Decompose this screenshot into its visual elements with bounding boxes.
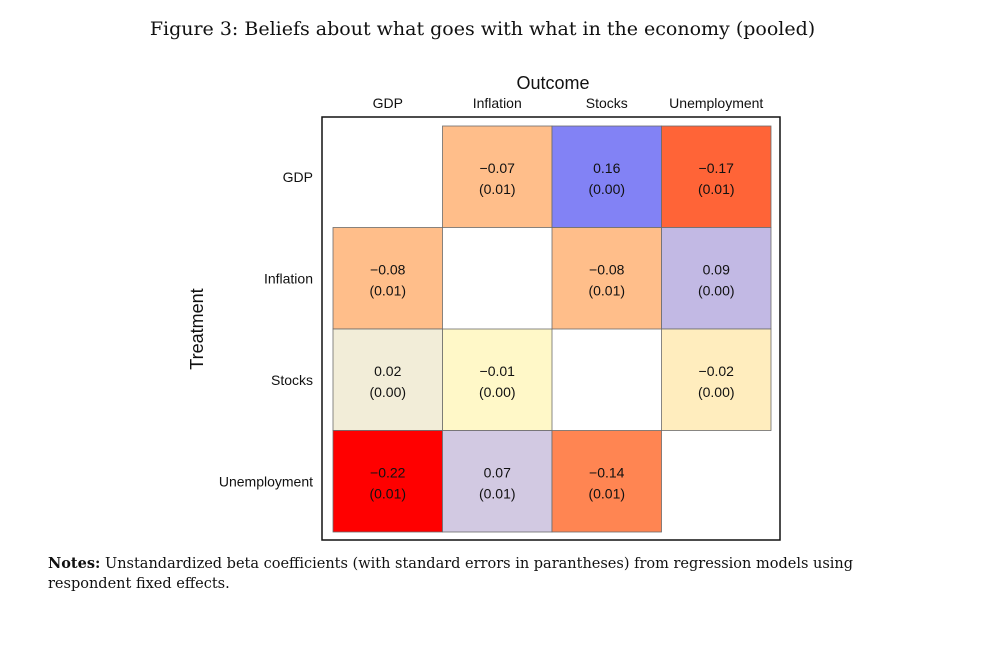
cell-se-inflation-stocks: (0.01)	[588, 282, 625, 298]
figure-notes: Notes: Unstandardized beta coefficients …	[48, 554, 928, 594]
row-label-stocks: Stocks	[271, 372, 313, 388]
cell-stocks-unemployment	[661, 328, 772, 431]
cell-se-unemployment-inflation: (0.01)	[479, 485, 516, 501]
cell-se-inflation-gdp: (0.01)	[369, 282, 406, 298]
notes-label: Notes:	[48, 555, 101, 572]
cell-coef-stocks-unemployment: −0.02	[699, 363, 735, 379]
cell-coef-inflation-stocks: −0.08	[589, 261, 625, 277]
cell-se-gdp-inflation: (0.01)	[479, 181, 516, 197]
figure-caption: Figure 3: Beliefs about what goes with w…	[149, 18, 816, 40]
cell-se-gdp-unemployment: (0.01)	[698, 181, 735, 197]
cell-unemployment-inflation	[442, 430, 553, 533]
cell-gdp-inflation	[442, 125, 553, 228]
cell-se-inflation-unemployment: (0.00)	[698, 282, 735, 298]
cell-stocks-gdp	[332, 328, 443, 431]
y-axis-title: Treatment	[187, 288, 207, 369]
cell-coef-unemployment-inflation: 0.07	[484, 464, 511, 480]
cell-se-unemployment-gdp: (0.01)	[369, 485, 406, 501]
cell-inflation-unemployment	[661, 227, 772, 330]
cell-se-unemployment-stocks: (0.01)	[588, 485, 625, 501]
cell-gdp-unemployment	[661, 125, 772, 228]
cell-coef-stocks-inflation: −0.01	[480, 363, 516, 379]
cell-coef-inflation-unemployment: 0.09	[703, 261, 730, 277]
cell-coef-inflation-gdp: −0.08	[370, 261, 406, 277]
cell-inflation-gdp	[332, 227, 443, 330]
cell-unemployment-stocks	[551, 430, 662, 533]
cell-unemployment-gdp	[332, 430, 443, 533]
x-axis-title: Outcome	[516, 73, 589, 93]
cell-coef-gdp-inflation: −0.07	[480, 160, 516, 176]
column-label-stocks: Stocks	[586, 95, 628, 111]
row-label-inflation: Inflation	[264, 270, 313, 286]
cell-coef-unemployment-gdp: −0.22	[370, 464, 406, 480]
column-label-unemployment: Unemployment	[669, 95, 763, 111]
cell-se-stocks-gdp: (0.00)	[369, 384, 406, 400]
cell-coef-gdp-unemployment: −0.17	[699, 160, 735, 176]
plot-frame	[321, 116, 781, 541]
cell-inflation-stocks	[551, 227, 662, 330]
column-label-inflation: Inflation	[473, 95, 522, 111]
cell-stocks-inflation	[442, 328, 553, 431]
row-label-unemployment: Unemployment	[219, 473, 313, 489]
column-label-gdp: GDP	[373, 95, 403, 111]
cell-se-gdp-stocks: (0.00)	[588, 181, 625, 197]
notes-text: Unstandardized beta coefficients (with s…	[48, 556, 854, 592]
cell-gdp-stocks	[551, 125, 662, 228]
cell-coef-unemployment-stocks: −0.14	[589, 464, 625, 480]
row-label-gdp: GDP	[283, 169, 313, 185]
cell-coef-gdp-stocks: 0.16	[593, 160, 620, 176]
cell-coef-stocks-gdp: 0.02	[374, 363, 401, 379]
cell-se-stocks-unemployment: (0.00)	[698, 384, 735, 400]
cell-se-stocks-inflation: (0.00)	[479, 384, 516, 400]
